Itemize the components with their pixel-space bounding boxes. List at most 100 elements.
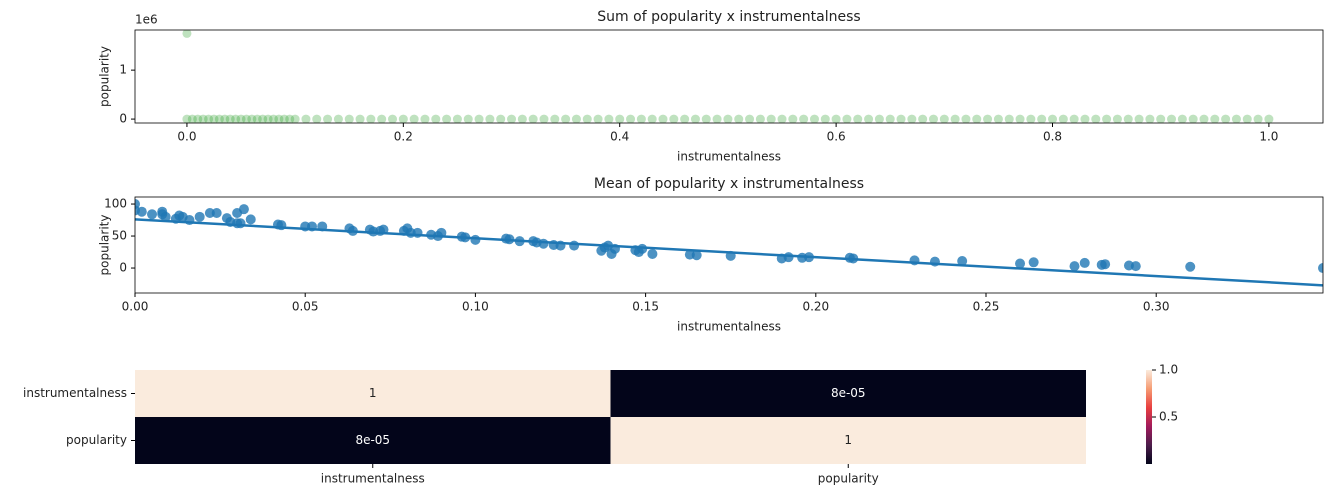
point <box>507 114 517 123</box>
point <box>842 114 852 123</box>
heatmap-cell <box>610 370 1086 417</box>
x-tick-label: 0.00 <box>122 300 149 314</box>
point <box>1080 114 1090 123</box>
x-tick-label: 0.20 <box>802 300 829 314</box>
point <box>198 114 208 123</box>
heatmap-cell <box>610 417 1086 464</box>
x-tick-label: 0.15 <box>632 300 659 314</box>
axes-frame <box>134 196 1324 294</box>
point <box>528 114 538 123</box>
point <box>885 114 895 123</box>
point <box>470 234 481 245</box>
x-tick-label: 0.25 <box>973 300 1000 314</box>
x-tick-label: 0.6 <box>827 130 846 144</box>
x-axis-label: instrumentalness <box>677 320 781 334</box>
point <box>766 114 776 123</box>
colorbar-tick-label: 1.0 <box>1159 363 1178 377</box>
point <box>485 114 495 123</box>
y-tick-label: 50 <box>112 229 127 243</box>
x-tick-label: 1.0 <box>1259 130 1278 144</box>
x-tick-label: popularity <box>818 472 879 486</box>
colorbar <box>1146 370 1152 464</box>
point <box>615 114 625 123</box>
point <box>1058 114 1068 123</box>
point <box>690 114 700 123</box>
point <box>1026 114 1036 123</box>
y-tick-label: instrumentalness <box>23 386 127 400</box>
point <box>918 114 928 123</box>
point <box>864 114 874 123</box>
point <box>874 114 884 123</box>
point <box>783 252 794 263</box>
point <box>636 114 646 123</box>
point <box>539 114 549 123</box>
point <box>290 114 300 123</box>
point <box>398 114 408 123</box>
point <box>950 114 960 123</box>
point <box>182 30 192 38</box>
point <box>160 211 171 222</box>
point <box>236 114 246 123</box>
x-tick-label: 0.4 <box>610 130 629 144</box>
x-tick-label: 0.2 <box>394 130 413 144</box>
point <box>647 114 657 123</box>
point <box>831 114 841 123</box>
point <box>1079 257 1090 268</box>
point <box>604 114 614 123</box>
y-tick-label: 0 <box>119 261 127 275</box>
point <box>1185 261 1196 272</box>
point <box>238 204 249 215</box>
point <box>1091 114 1101 123</box>
point <box>182 114 192 123</box>
y-tick-label: popularity <box>66 433 127 447</box>
chart-title: Sum of popularity x instrumentalness <box>597 9 860 25</box>
axes-frame <box>134 29 1324 124</box>
heatmap-cell <box>135 370 611 417</box>
point <box>788 114 798 123</box>
point <box>712 114 722 123</box>
point <box>204 114 214 123</box>
point <box>755 114 765 123</box>
point <box>147 209 158 220</box>
point <box>194 211 205 222</box>
point <box>896 114 906 123</box>
x-tick-label: 0.30 <box>1143 300 1170 314</box>
y-tick-label: 1 <box>119 63 127 77</box>
cell-label: 8e-05 <box>355 433 390 447</box>
point <box>1210 114 1220 123</box>
heatmap-cell <box>135 417 611 464</box>
point <box>231 114 241 123</box>
point <box>972 114 982 123</box>
point <box>241 114 251 123</box>
point <box>1242 114 1252 123</box>
y-axis-label: popularity <box>98 46 112 107</box>
point <box>1253 114 1263 123</box>
point <box>442 114 452 123</box>
point <box>344 114 354 123</box>
point <box>235 218 246 229</box>
point <box>647 248 658 259</box>
point <box>1177 114 1187 123</box>
point <box>993 114 1003 123</box>
point <box>1199 114 1209 123</box>
point <box>333 114 343 123</box>
point <box>593 114 603 123</box>
point <box>1188 114 1198 123</box>
point <box>1004 114 1014 123</box>
point <box>136 206 147 217</box>
point <box>388 114 398 123</box>
point <box>463 114 473 123</box>
regression-line <box>135 218 1323 287</box>
point <box>799 114 809 123</box>
point <box>209 114 219 123</box>
point <box>1145 114 1155 123</box>
y-tick-label: 0 <box>119 112 127 126</box>
point <box>853 114 863 123</box>
point <box>777 114 787 123</box>
point <box>220 114 230 123</box>
cell-label: 8e-05 <box>831 386 866 400</box>
point <box>245 214 256 225</box>
point <box>214 114 224 123</box>
point <box>474 114 484 123</box>
